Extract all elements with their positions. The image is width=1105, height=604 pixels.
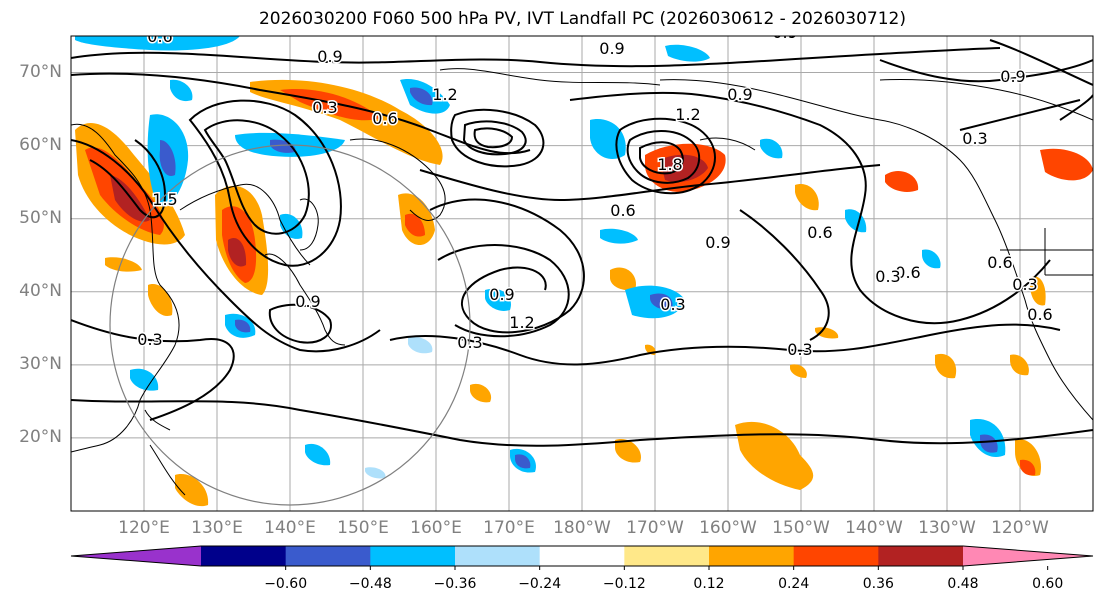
coastlines [71, 68, 1093, 496]
contour-label: 0.3 [137, 330, 162, 349]
colorbar-tick-label: 0.36 [862, 576, 894, 592]
latitude-label: 20°N [19, 426, 62, 447]
contour-label: 0.9 [1000, 67, 1025, 86]
contour-label: 0.9 [599, 39, 624, 58]
latitude-label: 30°N [19, 353, 62, 374]
colorbar-tick-label: −0.24 [518, 576, 562, 592]
contour-label: 1.5 [152, 190, 177, 209]
colorbar-tick-label: −0.60 [264, 576, 308, 592]
colorbar-segment [285, 546, 371, 566]
colorbar-segment [201, 546, 287, 566]
latitude-label: 50°N [19, 207, 62, 228]
contour-label: 1.2 [432, 85, 457, 104]
contour-label: 0.3 [457, 333, 482, 352]
longitude-label: 120°W [991, 518, 1049, 538]
longitude-label: 170°W [626, 518, 684, 538]
latitude-label: 60°N [19, 134, 62, 155]
contour-label: 0.9 [317, 47, 342, 66]
latitude-label: 70°N [19, 61, 62, 82]
contour-label: 0.9 [727, 85, 752, 104]
map-title: 2026030200 F060 500 hPa PV, IVT Landfall… [258, 9, 906, 29]
map-frame [70, 35, 1094, 512]
colorbar-segment [878, 546, 964, 566]
colorbar-tick-label: 0.24 [778, 576, 810, 592]
colorbar-tick-label: −0.36 [433, 576, 477, 592]
contour-label: 0.6 [987, 253, 1012, 272]
contour-label: 0.6 [807, 223, 832, 242]
contour-label: 0.6 [610, 201, 635, 220]
colorbar-tick-label: −0.12 [602, 576, 646, 592]
colorbar-segment [455, 546, 541, 566]
longitude-label: 160°E [410, 518, 462, 538]
contour-label: 0.3 [787, 340, 812, 359]
latitude-label: 40°N [19, 280, 62, 301]
colorbar-segment [793, 546, 879, 566]
contour-label: 0.3 [312, 98, 337, 117]
colorbar [70, 545, 1094, 570]
colorbar-segment [624, 546, 710, 566]
longitude-label: 140°W [845, 518, 903, 538]
contour-labels: 0.60.90.30.61.20.90.90.61.20.90.31.50.90… [136, 23, 1054, 361]
contour-label: 1.8 [657, 155, 682, 174]
contour-label: 0.3 [1012, 275, 1037, 294]
longitude-label: 130°E [191, 518, 243, 538]
domain-circle [109, 144, 471, 506]
longitude-label: 180°W [553, 518, 611, 538]
colorbar-segment [370, 546, 456, 566]
contour-label: 0.3 [875, 267, 900, 286]
longitude-label: 130°W [918, 518, 976, 538]
colorbar-extend-low [71, 546, 201, 566]
longitude-label: 140°E [264, 518, 316, 538]
contour-label: 0.6 [1027, 305, 1052, 324]
colorbar-tick-label: 0.48 [947, 576, 979, 592]
longitude-label: 160°W [699, 518, 757, 538]
colorbar-outline [70, 545, 1094, 567]
colorbar-segment [539, 546, 625, 566]
colorbar-tick-label: 0.12 [693, 576, 725, 592]
contour-label: 0.3 [660, 295, 685, 314]
longitude-label: 150°W [772, 518, 830, 538]
contour-label: 0.6 [372, 109, 397, 128]
contour-label: 1.2 [509, 313, 534, 332]
colorbar-tick-label: −0.48 [348, 576, 392, 592]
contour-label: 0.9 [772, 23, 797, 42]
contour-label: 1.2 [675, 105, 700, 124]
colorbar-tick-label: 0.60 [1032, 576, 1064, 592]
pv-contours [71, 39, 1093, 447]
longitude-label: 150°E [337, 518, 389, 538]
colorbar-extend-high [963, 546, 1093, 566]
contour-label: 0.9 [705, 233, 730, 252]
longitude-label: 120°E [118, 518, 170, 538]
contour-label: 0.9 [489, 285, 514, 304]
contour-label: 0.3 [962, 129, 987, 148]
longitude-label: 170°E [483, 518, 535, 538]
colorbar-segment [709, 546, 795, 566]
contour-label: 0.6 [147, 27, 172, 46]
contour-label: 0.9 [295, 292, 320, 311]
contour-label: 0.6 [895, 263, 920, 282]
